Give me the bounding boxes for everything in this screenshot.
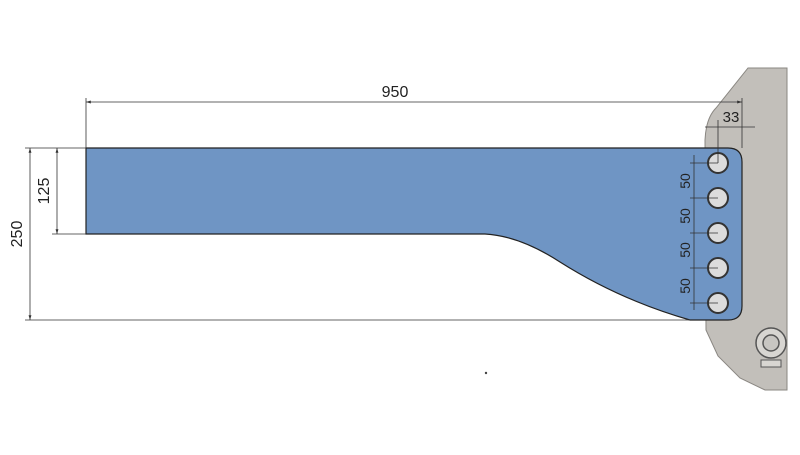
dim-50-1: 50 xyxy=(677,173,693,189)
dim-50-3: 50 xyxy=(677,242,693,258)
arm-plate xyxy=(85,147,743,321)
origin-point xyxy=(484,371,488,375)
dim-250: 250 xyxy=(9,221,26,248)
dim-125: 125 xyxy=(36,178,53,205)
dim-50-2: 50 xyxy=(677,208,693,224)
dim-50-4: 50 xyxy=(677,278,693,294)
bracket-tab xyxy=(760,359,782,368)
bracket-bolt-head xyxy=(762,334,780,352)
dim-33: 33 xyxy=(723,109,740,126)
dim-950: 950 xyxy=(382,84,409,101)
